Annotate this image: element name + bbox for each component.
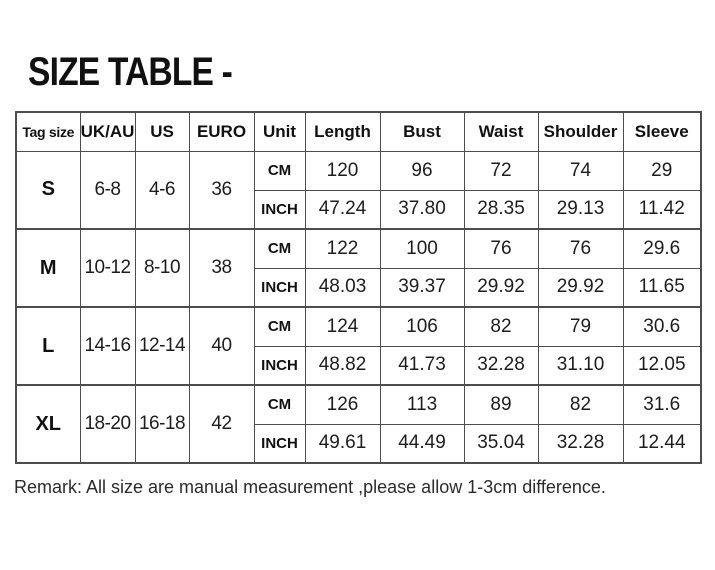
uk-au-cell: 18-20 bbox=[79, 384, 136, 464]
header-length: Length bbox=[304, 111, 381, 152]
sleeve-cell: 29 bbox=[622, 150, 702, 191]
bust-cell: 37.80 bbox=[379, 189, 465, 230]
us-cell: 4-6 bbox=[134, 150, 190, 230]
shoulder-cell: 74 bbox=[537, 150, 624, 191]
uk-au-cell: 14-16 bbox=[79, 306, 136, 386]
table-row-s-inch: INCH 47.24 37.80 28.35 29.13 11.42 bbox=[16, 189, 702, 230]
page-title: SIZE TABLE - bbox=[28, 50, 233, 94]
header-unit: Unit bbox=[253, 111, 306, 152]
waist-cell: 72 bbox=[463, 150, 539, 191]
table-row-xl-inch: INCH 49.61 44.49 35.04 32.28 12.44 bbox=[16, 423, 702, 464]
shoulder-cell: 31.10 bbox=[537, 345, 624, 386]
table-row-l-inch: INCH 48.82 41.73 32.28 31.10 12.05 bbox=[16, 345, 702, 386]
header-shoulder: Shoulder bbox=[537, 111, 624, 152]
euro-cell: 40 bbox=[188, 306, 255, 386]
shoulder-cell: 79 bbox=[537, 306, 624, 347]
bust-cell: 106 bbox=[379, 306, 465, 347]
unit-cell: CM bbox=[253, 150, 306, 191]
header-sleeve: Sleeve bbox=[622, 111, 702, 152]
unit-cell: INCH bbox=[253, 189, 306, 230]
remark-text: Remark: All size are manual measurement … bbox=[14, 477, 606, 497]
size-tag-cell: XL bbox=[15, 384, 81, 464]
sleeve-cell: 12.05 bbox=[622, 345, 702, 386]
waist-cell: 76 bbox=[463, 228, 539, 269]
us-cell: 12-14 bbox=[134, 306, 190, 386]
unit-cell: CM bbox=[253, 306, 306, 347]
length-cell: 120 bbox=[304, 150, 381, 191]
sleeve-cell: 12.44 bbox=[622, 423, 702, 464]
waist-cell: 82 bbox=[463, 306, 539, 347]
waist-cell: 35.04 bbox=[463, 423, 539, 464]
uk-au-cell: 6-8 bbox=[79, 150, 136, 230]
sleeve-cell: 11.42 bbox=[622, 189, 702, 230]
table-row-l-cm: L 14-16 12-14 40 CM 124 106 82 79 30.6 bbox=[15, 306, 702, 386]
shoulder-cell: 32.28 bbox=[537, 423, 624, 464]
length-cell: 122 bbox=[304, 228, 381, 269]
table-row-xl-cm: XL 18-20 16-18 42 CM 126 113 89 82 31.6 bbox=[15, 384, 702, 464]
euro-cell: 42 bbox=[188, 384, 255, 464]
shoulder-cell: 82 bbox=[537, 384, 624, 425]
size-table: Tag size UK/AU US EURO Unit Length Bust … bbox=[15, 111, 702, 464]
unit-cell: INCH bbox=[253, 423, 306, 464]
euro-cell: 36 bbox=[188, 150, 255, 230]
bust-cell: 41.73 bbox=[379, 345, 465, 386]
us-cell: 8-10 bbox=[134, 228, 190, 308]
length-cell: 47.24 bbox=[304, 189, 381, 230]
unit-cell: INCH bbox=[253, 267, 306, 308]
table-header-row: Tag size UK/AU US EURO Unit Length Bust … bbox=[15, 111, 702, 152]
unit-cell: INCH bbox=[253, 345, 306, 386]
header-bust: Bust bbox=[379, 111, 465, 152]
bust-cell: 100 bbox=[379, 228, 465, 269]
table-row-s-cm: S 6-8 4-6 36 CM 120 96 72 74 29 bbox=[15, 150, 702, 230]
unit-cell: CM bbox=[253, 228, 306, 269]
sleeve-cell: 30.6 bbox=[622, 306, 702, 347]
length-cell: 48.82 bbox=[304, 345, 381, 386]
euro-cell: 38 bbox=[188, 228, 255, 308]
us-cell: 16-18 bbox=[134, 384, 190, 464]
header-waist: Waist bbox=[463, 111, 539, 152]
size-tag-cell: S bbox=[15, 150, 81, 230]
sleeve-cell: 31.6 bbox=[622, 384, 702, 425]
shoulder-cell: 76 bbox=[537, 228, 624, 269]
shoulder-cell: 29.92 bbox=[537, 267, 624, 308]
waist-cell: 28.35 bbox=[463, 189, 539, 230]
waist-cell: 89 bbox=[463, 384, 539, 425]
length-cell: 49.61 bbox=[304, 423, 381, 464]
waist-cell: 29.92 bbox=[463, 267, 539, 308]
sleeve-cell: 29.6 bbox=[622, 228, 702, 269]
size-tag-cell: L bbox=[15, 306, 81, 386]
header-euro: EURO bbox=[188, 111, 255, 152]
length-cell: 48.03 bbox=[304, 267, 381, 308]
sleeve-cell: 11.65 bbox=[622, 267, 702, 308]
header-tag-size: Tag size bbox=[15, 111, 81, 152]
length-cell: 124 bbox=[304, 306, 381, 347]
length-cell: 126 bbox=[304, 384, 381, 425]
bust-cell: 113 bbox=[379, 384, 465, 425]
bust-cell: 96 bbox=[379, 150, 465, 191]
shoulder-cell: 29.13 bbox=[537, 189, 624, 230]
table-row-m-inch: INCH 48.03 39.37 29.92 29.92 11.65 bbox=[16, 267, 702, 308]
bust-cell: 39.37 bbox=[379, 267, 465, 308]
uk-au-cell: 10-12 bbox=[79, 228, 136, 308]
unit-cell: CM bbox=[253, 384, 306, 425]
size-tag-cell: M bbox=[15, 228, 81, 308]
table-row-m-cm: M 10-12 8-10 38 CM 122 100 76 76 29.6 bbox=[15, 228, 702, 308]
header-us: US bbox=[134, 111, 190, 152]
waist-cell: 32.28 bbox=[463, 345, 539, 386]
header-uk-au: UK/AU bbox=[79, 111, 136, 152]
bust-cell: 44.49 bbox=[379, 423, 465, 464]
